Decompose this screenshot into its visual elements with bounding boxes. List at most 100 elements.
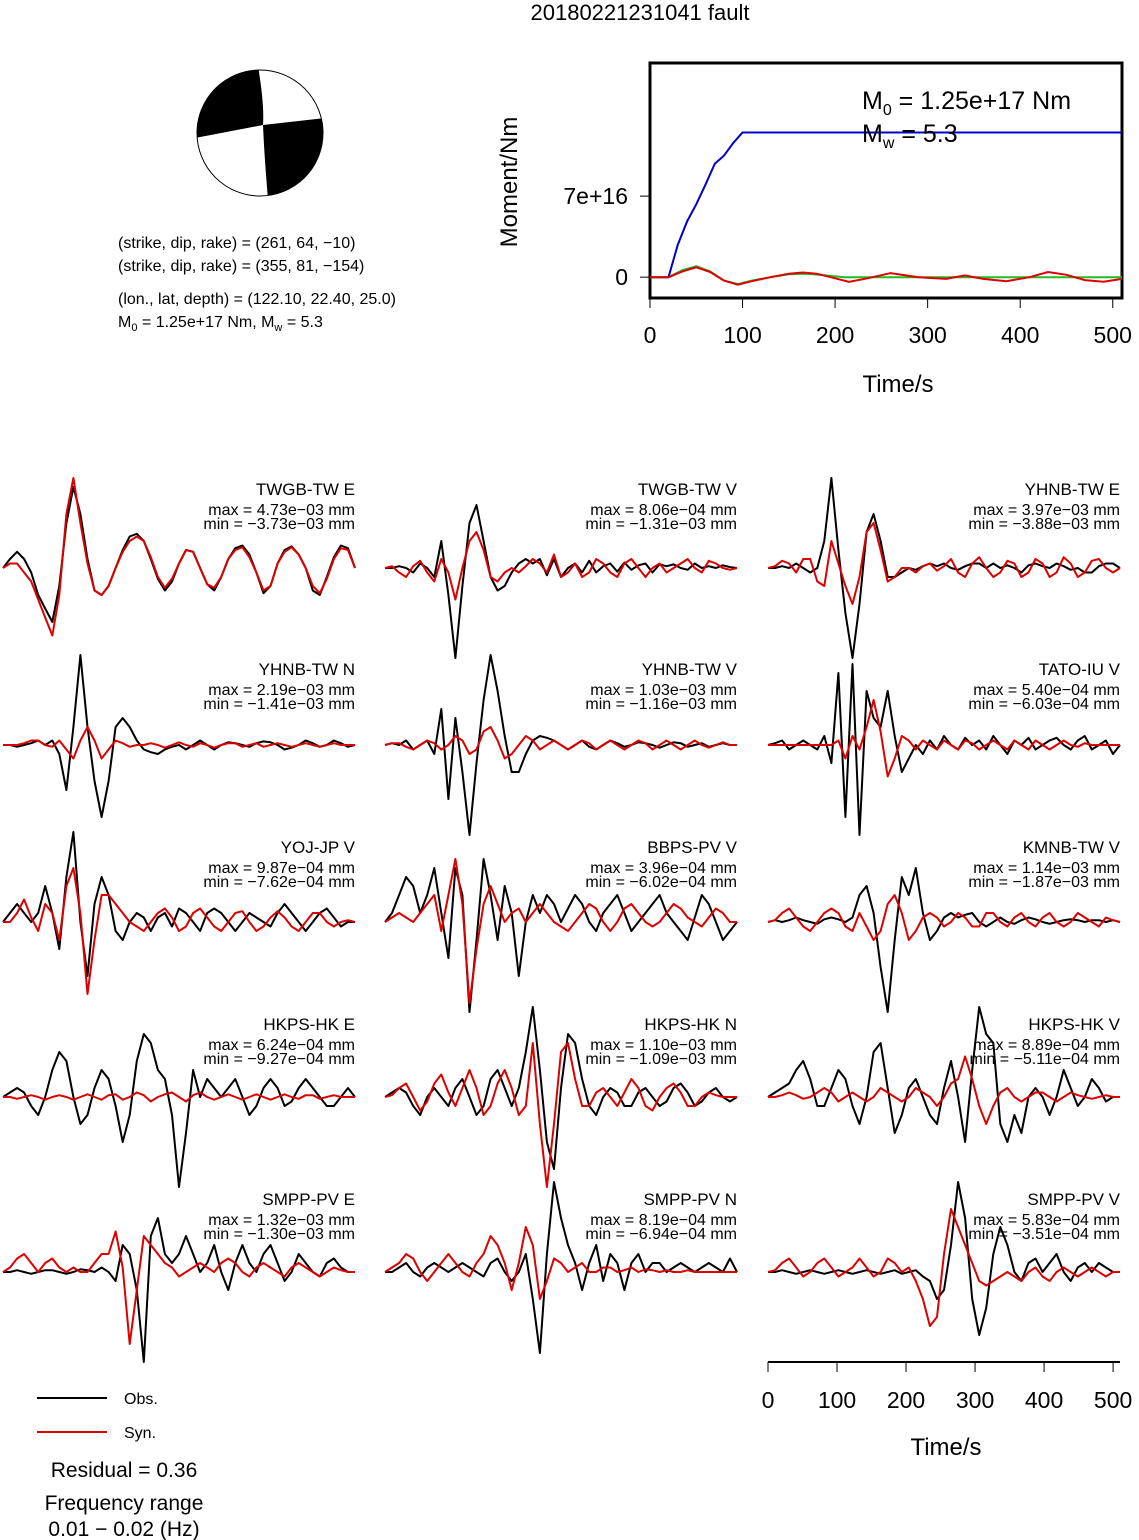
synthetic-trace <box>384 726 737 760</box>
station-max: max = 5.40e−04 mm <box>973 682 1120 699</box>
station-min: min = −7.62e−04 mm <box>203 874 355 891</box>
frequency-range-label: Frequency range <box>45 1492 204 1515</box>
moment-series-2 <box>650 266 1123 286</box>
station-max: max = 9.87e−04 mm <box>208 860 355 877</box>
nodal-plane-2: (strike, dip, rake) = (355, 81, −154) <box>118 258 364 275</box>
observed-trace <box>768 1181 1120 1336</box>
station-max: max = 2.19e−03 mm <box>208 682 355 699</box>
legend: Obs. Syn. <box>37 1391 158 1442</box>
station-min: min = −3.51e−04 mm <box>968 1226 1120 1243</box>
station-min: min = −6.94e−04 mm <box>585 1226 737 1243</box>
synthetic-trace <box>384 1042 737 1188</box>
station-name: BBPS-PV V <box>647 838 737 857</box>
observed-trace <box>768 477 1121 659</box>
station-min: min = −1.30e−03 mm <box>203 1226 355 1243</box>
moment-m0-annotation: M0 = 1.25e+17 Nm <box>862 87 1071 119</box>
station-min: min = −3.88e−03 mm <box>968 516 1120 533</box>
location-text: (lon., lat, depth) = (122.10, 22.40, 25.… <box>118 291 396 308</box>
station-name: HKPS-HK E <box>263 1015 355 1034</box>
moment-y-axis-label: Moment/Nm <box>496 117 523 248</box>
observed-trace <box>3 1217 355 1363</box>
synthetic-trace <box>767 1208 1120 1327</box>
moment-chart: 0 100 200 300 400 500 0 7e+16 Time/s Moment/Nm <box>496 61 1132 398</box>
synthetic-trace <box>768 699 1120 778</box>
station-name: SMPP-PV E <box>262 1190 355 1209</box>
station-name: TWGB-TW E <box>256 480 355 499</box>
station-name: SMPP-PV N <box>643 1190 737 1209</box>
moment-x-tick-label: 400 <box>1001 322 1039 348</box>
synthetic-trace <box>767 522 1121 605</box>
waveform-x-axis-label: Time/s <box>910 1434 981 1461</box>
station-min: min = −9.27e−04 mm <box>203 1051 355 1068</box>
moment-x-tick-label: 0 <box>644 322 657 348</box>
station-max: max = 6.24e−04 mm <box>208 1037 355 1054</box>
station-min: min = −3.73e−03 mm <box>203 516 355 533</box>
station-max: max = 1.03e−03 mm <box>590 682 737 699</box>
synthetic-trace <box>768 1055 1120 1125</box>
observed-trace <box>3 654 356 818</box>
moment-y-tick-label: 7e+16 <box>563 183 628 209</box>
station-min: min = −5.11e−04 mm <box>970 1051 1120 1068</box>
synthetic-trace <box>3 867 356 995</box>
station-max: max = 8.89e−04 mm <box>973 1037 1120 1054</box>
observed-trace <box>384 858 738 1013</box>
moment-series-0 <box>650 131 1122 279</box>
station-min: min = −1.09e−03 mm <box>585 1051 737 1068</box>
station-min: min = −6.03e−04 mm <box>968 696 1120 713</box>
waveform-x-tick-label: 0 <box>762 1387 775 1413</box>
synthetic-trace <box>767 894 1121 941</box>
station-name: YOJ-JP V <box>281 838 356 857</box>
station-min: min = −1.16e−03 mm <box>585 696 737 713</box>
observed-trace <box>385 1181 738 1354</box>
station-max: max = 8.06e−04 mm <box>590 502 737 519</box>
frequency-range-value: 0.01 − 0.02 (Hz) <box>48 1518 199 1540</box>
observed-trace <box>2 1033 356 1188</box>
station-name: YHNB-TW N <box>259 660 355 679</box>
waveform-x-tick-label: 300 <box>956 1387 994 1413</box>
moment-mw-annotation: Mw = 5.3 <box>862 120 958 152</box>
waveform-x-tick-label: 500 <box>1094 1387 1132 1413</box>
station-min: min = −1.41e−03 mm <box>203 696 355 713</box>
nodal-plane-1: (strike, dip, rake) = (261, 64, −10) <box>118 235 355 252</box>
station-name: SMPP-PV V <box>1027 1190 1120 1209</box>
figure-title: 20180221231041 fault <box>531 0 750 25</box>
waveform-x-tick-label: 100 <box>818 1387 856 1413</box>
station-max: max = 1.14e−03 mm <box>973 860 1120 877</box>
observed-trace <box>767 1006 1120 1143</box>
moment-x-axis-label: Time/s <box>862 371 933 398</box>
station-max: max = 5.83e−04 mm <box>973 1212 1120 1229</box>
station-max: max = 3.96e−04 mm <box>590 860 737 877</box>
station-min: min = −1.87e−03 mm <box>968 874 1120 891</box>
station-name: YHNB-TW V <box>642 660 738 679</box>
station-name: TATO-IU V <box>1039 660 1121 679</box>
synthetic-trace <box>2 1230 355 1345</box>
station-max: max = 1.10e−03 mm <box>590 1037 737 1054</box>
synthetic-trace <box>384 531 738 601</box>
station-max: max = 8.19e−04 mm <box>590 1212 737 1229</box>
moment-y-tick-label: 0 <box>615 264 628 290</box>
station-name: TWGB-TW V <box>638 480 738 499</box>
waveform-x-tick-label: 200 <box>887 1387 925 1413</box>
station-name: HKPS-HK V <box>1028 1015 1120 1034</box>
station-name: YHNB-TW E <box>1025 480 1120 499</box>
moment-x-tick-label: 300 <box>908 322 946 348</box>
station-min: min = −1.31e−03 mm <box>585 516 737 533</box>
moment-plot-frame <box>648 61 1124 300</box>
synthetic-trace <box>3 1091 355 1103</box>
station-max: max = 4.73e−03 mm <box>208 502 355 519</box>
station-name: KMNB-TW V <box>1023 838 1121 857</box>
moment-x-tick-label: 200 <box>816 322 854 348</box>
legend-syn-label: Syn. <box>124 1425 156 1442</box>
